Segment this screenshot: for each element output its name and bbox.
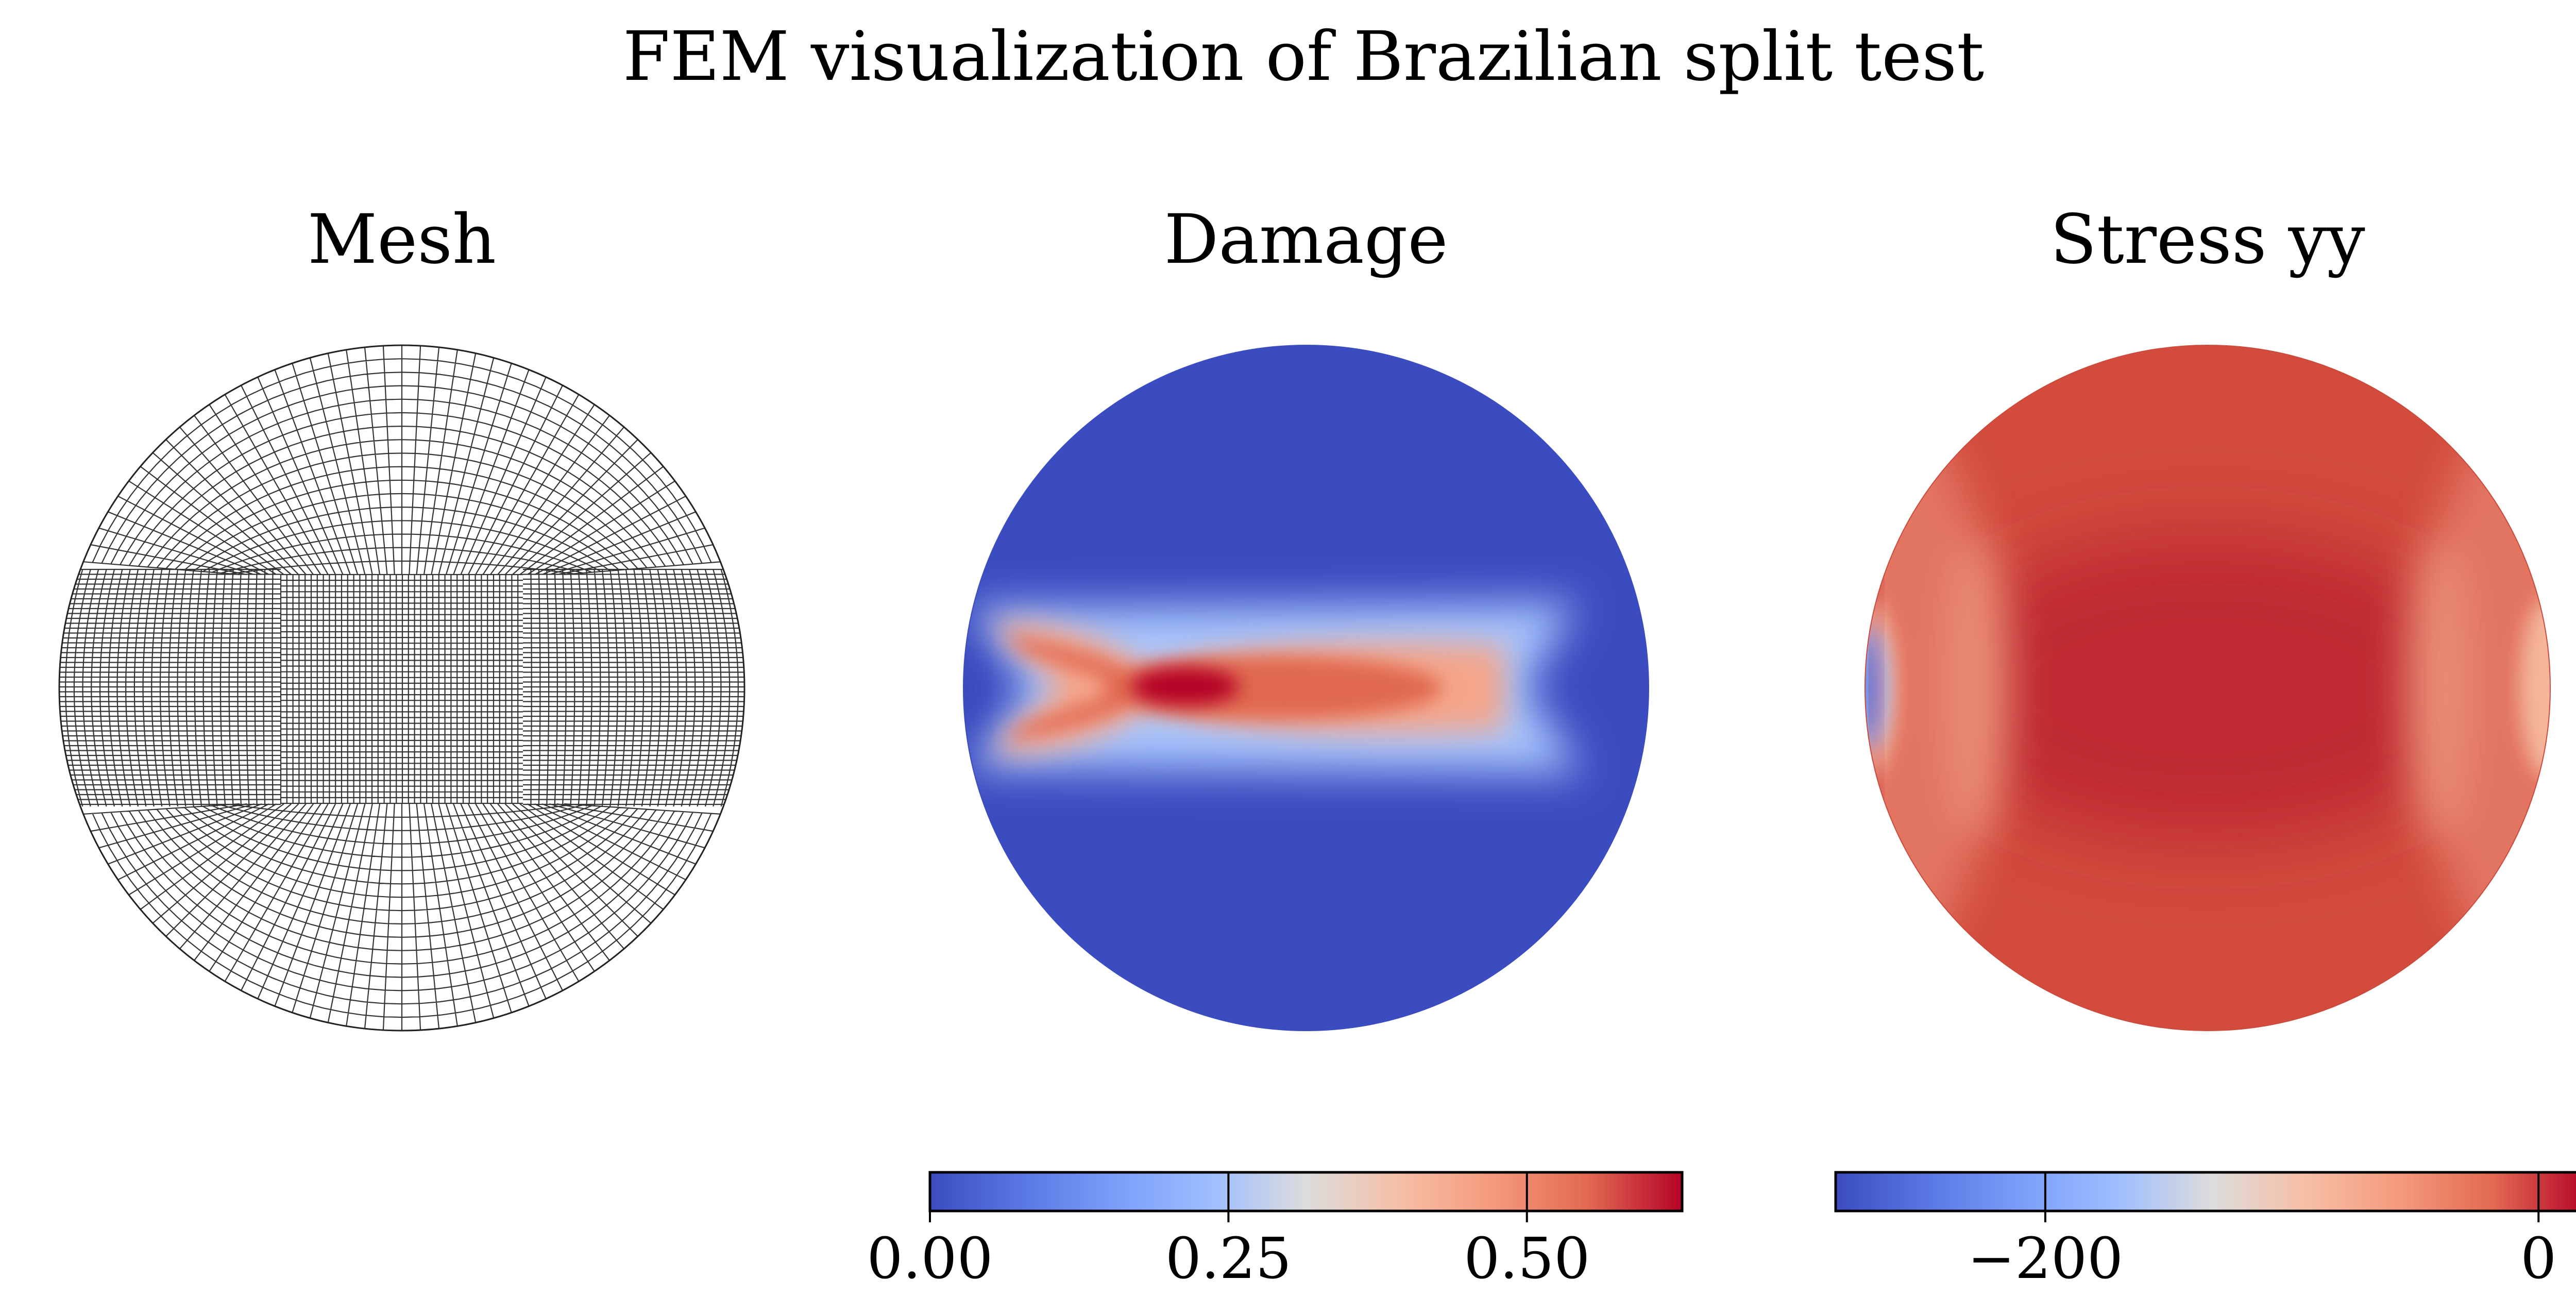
- panel-title-damage: Damage: [1164, 200, 1448, 279]
- panel-title-mesh: Mesh: [307, 200, 497, 279]
- mesh-plot: [59, 345, 744, 1031]
- damage-colorbar-tick-label: 0.50: [1464, 1225, 1590, 1291]
- stress-field: [1865, 345, 2550, 1031]
- damage-field: [963, 345, 1649, 1031]
- panel-title-stress: Stress yy: [2050, 200, 2365, 279]
- figure-title: FEM visualization of Brazilian split tes…: [622, 17, 1985, 96]
- stress-colorbar: −200 0: [1834, 1171, 2576, 1291]
- mesh-lines: [59, 345, 744, 1031]
- mesh-outline: [58, 344, 745, 1032]
- damage-colorbar-tick-label: 0.25: [1165, 1225, 1292, 1291]
- damage-colorbar-tick-label: 0.00: [867, 1225, 993, 1291]
- stress-colorbar-tick-label: −200: [1968, 1225, 2123, 1291]
- stress-outline: [1865, 345, 2551, 1031]
- damage-outline: [963, 345, 1649, 1031]
- damage-colorbar: 0.00 0.25 0.50: [867, 1171, 1684, 1291]
- stress-colorbar-tick-label: 0: [2520, 1225, 2556, 1291]
